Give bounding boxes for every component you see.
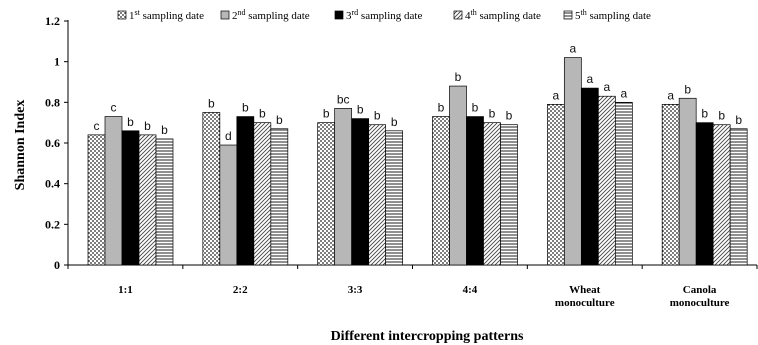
significance-letter: b (735, 113, 742, 127)
significance-letter: a (620, 86, 627, 100)
legend-swatch (334, 10, 344, 20)
significance-letter: b (438, 101, 445, 115)
legend-label: 1st sampling date (129, 8, 204, 22)
significance-letter: b (391, 115, 398, 129)
significance-letter: b (489, 107, 496, 121)
legend-label: 5th sampling date (575, 8, 651, 22)
significance-letter: b (259, 107, 266, 121)
bar (270, 128, 289, 266)
bar (138, 134, 157, 266)
significance-letter: d (225, 129, 232, 143)
significance-letter: a (569, 42, 576, 56)
bar (432, 116, 450, 266)
bar (236, 116, 255, 266)
bar (563, 57, 582, 266)
significance-letter: a (552, 88, 559, 102)
y-tick-label: 0.4 (45, 177, 60, 191)
bar (695, 122, 714, 266)
y-tick-label: 0.8 (45, 95, 60, 109)
x-tick-label: 2:2 (233, 284, 248, 296)
significance-letter: b (506, 109, 513, 123)
y-tick-label: 0 (54, 258, 60, 272)
bar (661, 104, 680, 266)
bar (449, 85, 467, 266)
x-tick-label: Wheat (569, 284, 601, 296)
significance-letter: b (374, 109, 381, 123)
y-axis-title: Shannon Index (13, 100, 28, 191)
bar (334, 108, 353, 266)
legend: 1st sampling date 2nd sampling date 3rd sa… (117, 8, 651, 22)
y-tick-label: 1.2 (45, 14, 60, 28)
bar (385, 130, 404, 266)
significance-letter: bc (337, 92, 350, 106)
x-tick-label: 4:4 (463, 284, 478, 296)
legend-label: 3rd sampling date (346, 8, 422, 22)
x-tick-label: Canola (683, 284, 717, 296)
x-tick-label: 3:3 (348, 284, 363, 296)
x-tick-label: monoculture (670, 297, 730, 309)
legend-swatch (453, 10, 463, 20)
bar (155, 138, 174, 266)
bar (580, 87, 599, 266)
bar (219, 144, 238, 266)
significance-letter: b (127, 115, 134, 129)
legend-swatch (220, 10, 230, 20)
significance-letter: a (667, 88, 674, 102)
significance-letter: b (276, 113, 283, 127)
y-tick-label: 1 (54, 55, 60, 69)
bar (546, 104, 565, 266)
bar (597, 95, 616, 266)
bar (253, 122, 272, 266)
bar (614, 101, 633, 266)
legend-label: 2nd sampling date (232, 8, 310, 22)
bar (351, 118, 370, 266)
bar (500, 124, 518, 266)
x-axis-title: Different intercropping patterns (331, 329, 524, 344)
significance-letter: a (586, 72, 593, 86)
significance-letter: b (144, 119, 151, 133)
y-tick-label: 0.2 (45, 217, 60, 231)
bar (317, 122, 336, 266)
significance-letter: c (94, 119, 100, 133)
y-tick-label: 0.6 (45, 136, 60, 150)
legend-swatch (117, 10, 127, 20)
significance-letter: b (684, 82, 691, 96)
significance-letter: b (472, 101, 479, 115)
bar (678, 97, 697, 266)
significance-letter: b (323, 107, 330, 121)
significance-letter: c (111, 101, 117, 115)
x-axis-label: Different intercropping patterns (331, 329, 524, 344)
significance-letter: b (208, 97, 215, 111)
significance-letter: a (603, 80, 610, 94)
significance-letter: b (357, 103, 364, 117)
bar (202, 112, 221, 266)
bar (712, 124, 731, 266)
significance-letter: b (161, 123, 168, 137)
legend-label: 4th sampling date (465, 8, 541, 22)
significance-letter: b (701, 107, 708, 121)
x-tick-label: 1:1 (118, 284, 133, 296)
bar (121, 130, 140, 266)
significance-letter: b (242, 101, 249, 115)
bar (368, 124, 387, 266)
legend-swatch (563, 10, 573, 20)
bar (729, 128, 748, 266)
bar (466, 116, 484, 266)
significance-letter: b (455, 70, 462, 84)
bar (104, 116, 123, 266)
y-axis-label: Shannon Index (13, 100, 28, 191)
x-tick-label: monoculture (555, 297, 615, 309)
bar (87, 134, 106, 266)
bar (483, 122, 501, 266)
significance-letter: b (718, 109, 725, 123)
